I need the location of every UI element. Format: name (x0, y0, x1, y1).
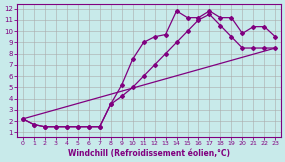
X-axis label: Windchill (Refroidissement éolien,°C): Windchill (Refroidissement éolien,°C) (68, 149, 230, 158)
